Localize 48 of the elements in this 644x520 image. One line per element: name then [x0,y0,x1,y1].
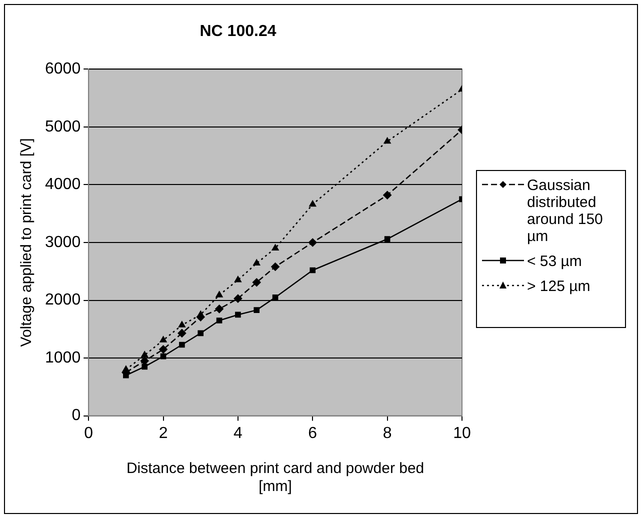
point [198,330,204,336]
point [197,310,204,317]
point [235,312,241,318]
x-axis-title: Distance between print card and powder bed [mm] [126,460,424,496]
point [141,351,148,358]
y-tick-label: 0 [72,407,81,424]
point [160,353,166,360]
y-tick-label: 5000 [45,118,81,136]
x-tick-label: 0 [84,424,94,442]
x-tick-label: 8 [382,424,392,442]
point [234,276,242,282]
y-tick-label: 4000 [45,176,81,194]
x-tick-label: 6 [308,424,318,442]
point [309,200,316,207]
x-tick-label: 2 [158,424,168,442]
point [216,291,223,298]
point [272,244,279,251]
point [179,342,185,348]
x-tick-label: 10 [453,424,471,442]
chart-title: NC 100.24 [200,23,276,40]
point [308,238,317,247]
y-tick-label: 6000 [45,60,81,78]
point [383,190,392,200]
y-tick-label: 3000 [45,234,81,251]
x-tick-label: 4 [234,424,243,442]
point [234,294,242,303]
point [252,278,261,287]
point [122,366,130,372]
legend-label: Gaussian distributed around 150 µm [527,177,604,245]
point [384,236,390,242]
point [159,345,168,354]
legend-label: < 53 µm [527,253,582,270]
legend-label: > 125 µm [527,278,590,295]
point [254,307,260,313]
y-tick-label: 2000 [45,292,81,309]
point [160,336,167,342]
y-tick-label: 1000 [45,349,81,366]
point [216,318,222,324]
y-axis-title: Voltage applied to print card [V] [18,138,36,347]
point [142,364,148,370]
point [272,294,278,300]
point [253,259,260,266]
point [215,304,224,314]
point [310,267,316,274]
point [384,138,391,144]
point [271,262,280,271]
point [178,329,186,338]
point [178,321,186,328]
